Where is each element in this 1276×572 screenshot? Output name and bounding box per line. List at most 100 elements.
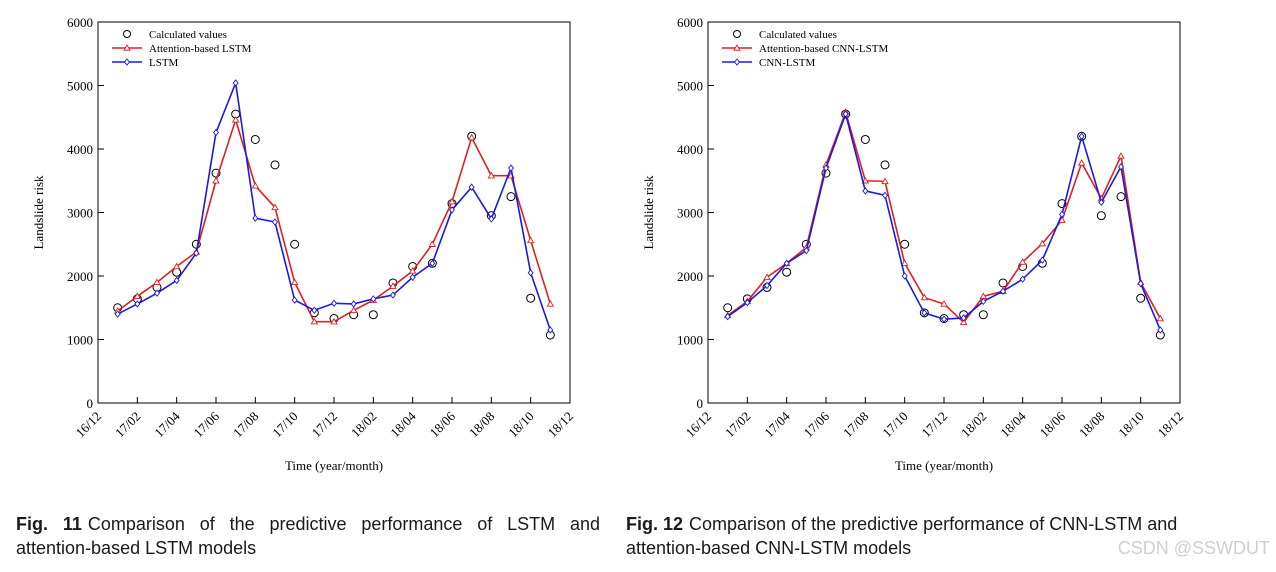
legend-marker [123, 30, 131, 38]
data-point [1018, 258, 1027, 265]
data-point [546, 300, 555, 307]
data-point [134, 300, 141, 308]
data-point [409, 273, 416, 281]
y-tick-label: 6000 [67, 15, 93, 30]
data-point [290, 239, 300, 249]
y-tick-label: 1000 [67, 333, 93, 348]
data-point [389, 282, 397, 289]
data-point [547, 326, 554, 334]
data-point [881, 177, 889, 185]
data-point [330, 317, 338, 325]
data-point [429, 259, 436, 268]
data-point [291, 296, 298, 304]
data-point [901, 272, 908, 280]
data-point [250, 134, 260, 144]
data-point [272, 218, 278, 226]
data-point [1077, 159, 1086, 166]
y-tick-label: 4000 [677, 142, 703, 157]
data-point [154, 289, 160, 297]
figure-caption-text-left: Comparison of the predictive performance… [16, 514, 600, 558]
data-point [980, 297, 987, 306]
data-point [1038, 239, 1047, 247]
legend-label: Calculated values [149, 29, 227, 41]
y-tick-label: 4000 [67, 142, 93, 157]
data-point [782, 267, 792, 277]
data-point [1137, 279, 1144, 288]
data-point [467, 131, 477, 141]
data-point [920, 293, 929, 301]
data-point [370, 295, 377, 303]
data-point [212, 176, 220, 184]
data-point [153, 278, 161, 286]
data-point [998, 278, 1008, 288]
data-point [1019, 275, 1026, 283]
data-point [919, 308, 929, 318]
data-point [526, 293, 536, 303]
x-tick-label: 17/04 [151, 408, 183, 440]
data-point [270, 160, 280, 170]
legend-marker [734, 58, 740, 66]
plot-frame [707, 21, 1181, 404]
data-point [1157, 326, 1164, 334]
data-point [350, 300, 357, 308]
data-point [1077, 131, 1087, 141]
figure-caption-text-right: Comparison of the predictive performance… [626, 514, 1178, 558]
data-point [744, 298, 751, 307]
data-point [487, 171, 496, 179]
data-point [862, 187, 869, 195]
data-point [390, 291, 396, 299]
data-point [1116, 192, 1126, 202]
data-point [506, 192, 516, 202]
x-tick-label: 18/12 [545, 409, 577, 441]
data-point [1096, 211, 1106, 221]
data-point [941, 315, 947, 323]
x-tick-label: 17/04 [761, 408, 793, 440]
y-tick-label: 2000 [677, 269, 703, 284]
legend-label: Attention-based LSTM [149, 43, 252, 55]
y-tick-label: 1000 [677, 333, 703, 348]
legend-label: LSTM [149, 57, 179, 69]
data-point [468, 183, 475, 191]
data-point [1136, 293, 1146, 303]
data-point [1117, 152, 1125, 159]
series-line [117, 117, 552, 323]
data-point [448, 197, 456, 205]
data-point [723, 303, 733, 313]
y-tick-label: 3000 [67, 206, 93, 221]
y-tick-label: 0 [87, 396, 94, 411]
data-point [488, 215, 495, 223]
figure-caption-left: Fig. 11 Comparison of the predictive perf… [16, 512, 600, 560]
data-point [252, 214, 259, 222]
y-tick-label: 6000 [677, 15, 703, 30]
y-axis-title: Landslide risk [641, 175, 656, 250]
data-point [331, 299, 337, 308]
x-tick-label: 18/04 [387, 408, 419, 440]
x-tick-label: 16/12 [73, 409, 105, 441]
y-tick-label: 5000 [67, 79, 93, 94]
data-point [427, 258, 437, 268]
data-point [861, 176, 870, 184]
data-point [213, 128, 219, 137]
y-tick-label: 5000 [677, 79, 703, 94]
data-point [349, 306, 358, 313]
legend-marker [733, 30, 741, 38]
figure-number-right: Fig. 12 [626, 514, 684, 534]
data-point [860, 134, 870, 144]
data-point [763, 273, 771, 280]
series-3 [114, 79, 554, 334]
x-tick-label: 17/12 [919, 409, 951, 441]
chart-1: 0 1000 2000 3000 4000 5000 6000 16/12 17/02 17/04… [31, 15, 576, 473]
data-point [1000, 287, 1006, 295]
data-point [526, 236, 535, 244]
data-point [842, 110, 849, 118]
x-tick-label: 18/04 [997, 408, 1029, 440]
x-tick-label: 17/02 [722, 409, 754, 441]
data-point [1078, 132, 1085, 141]
data-point [823, 164, 829, 172]
data-point [173, 276, 180, 285]
x-tick-label: 16/12 [683, 409, 715, 441]
y-tick-label: 3000 [677, 206, 703, 221]
data-point [1098, 198, 1105, 207]
watermark: CSDN @SSWDUT [1117, 538, 1270, 558]
